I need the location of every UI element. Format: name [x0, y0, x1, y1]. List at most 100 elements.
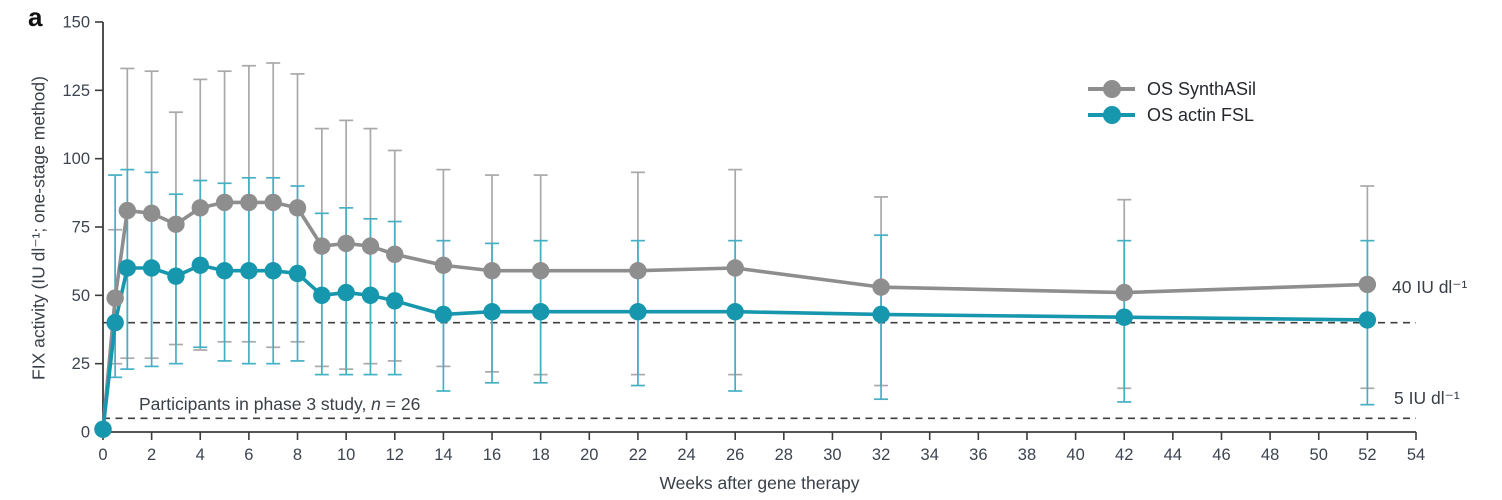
data-point	[1115, 308, 1133, 326]
legend-label: OS SynthASil	[1147, 78, 1257, 99]
panel-label: a	[28, 2, 43, 32]
y-tick-label: 75	[72, 219, 90, 237]
data-point	[386, 292, 404, 310]
x-tick-label: 30	[823, 446, 841, 464]
x-tick-label: 12	[386, 446, 404, 464]
data-point	[288, 264, 307, 283]
x-tick-label: 54	[1407, 446, 1425, 464]
data-point	[872, 278, 890, 296]
data-point	[531, 262, 550, 280]
x-tick-label: 2	[147, 446, 156, 464]
data-point	[191, 199, 209, 217]
x-tick-label: 24	[677, 446, 695, 464]
x-tick-label: 4	[196, 446, 205, 464]
data-point	[629, 262, 647, 280]
data-point	[191, 256, 209, 274]
data-point	[264, 262, 282, 280]
data-point	[1358, 275, 1377, 294]
series-markers-OS-actin-FSL	[94, 256, 1377, 438]
x-tick-label: 18	[531, 446, 549, 464]
x-tick-label: 52	[1358, 446, 1376, 464]
data-point	[167, 215, 185, 233]
legend-item-synthasil: OS SynthASil	[1088, 76, 1256, 102]
data-point	[483, 303, 501, 321]
data-point	[106, 289, 124, 307]
y-tick-label: 25	[72, 355, 90, 373]
data-point	[1115, 283, 1133, 302]
x-tick-label: 50	[1310, 446, 1328, 464]
legend-marker-actin-fsl	[1088, 106, 1135, 124]
y-tick-label: 50	[72, 287, 90, 305]
y-axis-title: FIX activity (IU dl⁻¹; one-stage method)	[28, 76, 49, 380]
data-point	[726, 259, 744, 277]
legend: OS SynthASil OS actin FSL	[1088, 76, 1256, 128]
annotation-text: Participants in phase 3 study,	[139, 394, 372, 414]
data-point	[264, 193, 282, 212]
data-point	[94, 420, 112, 438]
legend-dot-icon	[1103, 80, 1121, 98]
annotation-text: = 26	[380, 394, 421, 414]
data-point	[1358, 311, 1377, 329]
series-line-OS-SynthASil	[101, 200, 1368, 430]
x-tick-label: 20	[580, 446, 598, 464]
annotation-n-symbol: n	[371, 394, 381, 414]
legend-dot-icon	[1103, 106, 1121, 124]
x-tick-label: 10	[337, 446, 355, 464]
data-point	[531, 303, 550, 321]
x-tick-label: 42	[1115, 446, 1133, 464]
data-point	[434, 256, 453, 274]
data-point	[215, 262, 234, 280]
data-point	[118, 201, 137, 220]
data-point	[142, 259, 161, 277]
x-tick-label: 14	[434, 446, 452, 464]
data-point	[142, 204, 161, 223]
data-point	[313, 286, 331, 305]
data-point	[337, 234, 355, 253]
series-line-OS-actin-FSL	[101, 263, 1368, 430]
x-tick-label: 32	[872, 446, 890, 464]
x-tick-label: 6	[244, 446, 253, 464]
x-tick-label: 44	[1164, 446, 1182, 464]
x-tick-label: 36	[969, 446, 987, 464]
data-point	[106, 313, 124, 332]
data-point	[313, 237, 331, 255]
data-point	[872, 305, 890, 324]
reference-line-40-label: 40 IU dl⁻¹	[1392, 277, 1468, 297]
data-point	[288, 199, 307, 217]
y-tick-label: 125	[62, 82, 90, 100]
x-tick-label: 0	[98, 446, 107, 464]
x-tick-label: 48	[1261, 446, 1279, 464]
x-axis-title: Weeks after gene therapy	[659, 473, 860, 493]
x-tick-label: 16	[483, 446, 501, 464]
x-tick-label: 40	[1066, 446, 1084, 464]
data-point	[434, 305, 453, 324]
x-tick-label: 26	[726, 446, 744, 464]
data-point	[337, 283, 355, 302]
legend-label: OS actin FSL	[1147, 104, 1255, 125]
legend-marker-synthasil	[1088, 80, 1135, 98]
legend-item-actin-fsl: OS actin FSL	[1088, 102, 1256, 128]
x-tick-label: 34	[921, 446, 939, 464]
data-point	[361, 237, 380, 255]
data-point	[386, 245, 404, 264]
y-tick-label: 100	[62, 150, 90, 168]
data-point	[726, 303, 744, 321]
data-point	[361, 286, 380, 305]
x-tick-label: 38	[1018, 446, 1036, 464]
x-tick-label: 46	[1212, 446, 1230, 464]
participants-annotation: Participants in phase 3 study, n = 26	[139, 394, 420, 415]
data-point	[240, 193, 258, 212]
x-tick-label: 28	[775, 446, 793, 464]
data-point	[215, 193, 234, 212]
data-point	[167, 267, 185, 285]
reference-line-5-label: 5 IU dl⁻¹	[1394, 388, 1460, 408]
x-tick-label: 8	[293, 446, 302, 464]
data-point	[629, 303, 647, 321]
y-tick-label: 150	[62, 14, 90, 32]
data-point	[483, 262, 501, 280]
x-tick-label: 22	[629, 446, 647, 464]
data-point	[118, 259, 137, 277]
y-tick-label: 0	[81, 424, 90, 442]
